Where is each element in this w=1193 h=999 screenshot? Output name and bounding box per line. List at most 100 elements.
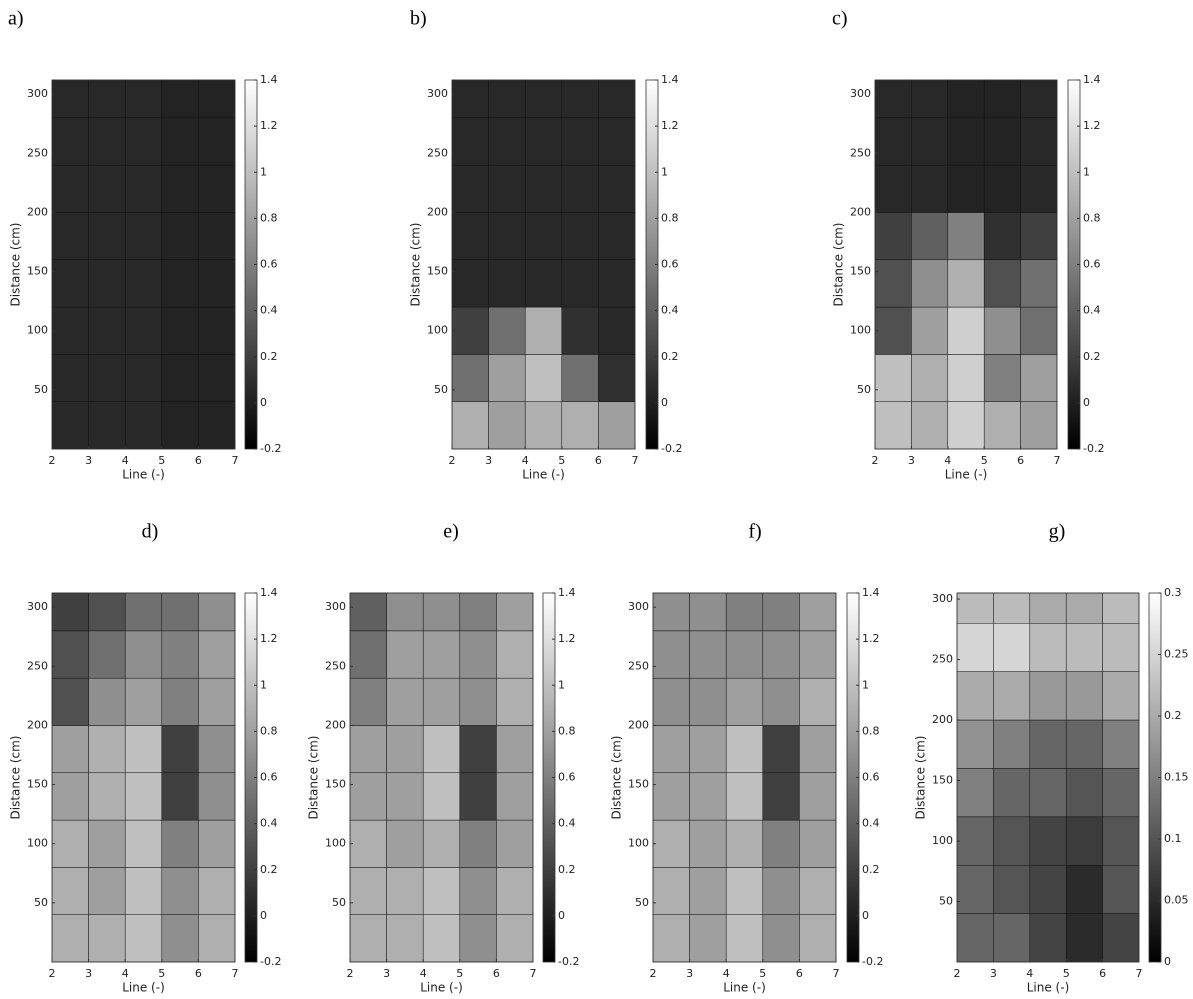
colorbar-tick-label: 0.05 xyxy=(1164,894,1189,907)
contour-cell xyxy=(488,164,526,213)
contour-cell xyxy=(1102,913,1140,963)
colorbar-tick-label: 1.2 xyxy=(260,119,278,132)
contour-cell xyxy=(799,914,837,963)
panel-label: g) xyxy=(1049,521,1066,543)
y-tick-label: 100 xyxy=(850,324,871,337)
contour-cell xyxy=(1020,79,1058,119)
y-tick-label: 250 xyxy=(932,653,953,666)
contour-cell xyxy=(956,622,994,672)
contour-cell xyxy=(88,819,126,868)
colorbar-tick-label: 0.4 xyxy=(661,304,679,317)
contour-cell xyxy=(496,819,534,868)
contour-cell xyxy=(725,630,764,679)
y-tick-label: 200 xyxy=(850,205,871,218)
contour-cell xyxy=(1020,401,1058,450)
plot-frame xyxy=(51,79,236,450)
colorbar-tick-label: 1 xyxy=(1083,165,1090,178)
x-tick-label: 2 xyxy=(650,967,657,980)
contour-cell xyxy=(652,725,690,774)
contour-cell xyxy=(51,914,89,963)
contour-cell xyxy=(51,725,89,774)
contour-cell xyxy=(161,867,199,915)
contour-cell xyxy=(652,677,690,726)
contour-cell xyxy=(161,259,199,308)
colorbar-tick-label: 1.2 xyxy=(260,632,278,645)
colorbar-tick-label: -0.2 xyxy=(862,955,883,968)
contour-cell xyxy=(451,401,489,450)
contour-cell xyxy=(762,592,800,632)
contour-cell xyxy=(488,354,526,402)
contour-cell xyxy=(1020,354,1058,402)
y-tick-label: 50 xyxy=(857,383,871,396)
contour-cell xyxy=(689,867,727,915)
contour-cell xyxy=(124,79,163,119)
plot-area xyxy=(349,592,534,963)
contour-cell xyxy=(1102,768,1140,818)
contour-cell xyxy=(198,819,236,868)
contour-cell xyxy=(422,592,461,632)
contour-cell xyxy=(161,354,199,402)
contour-cell xyxy=(349,914,387,963)
y-tick-label: 50 xyxy=(635,896,649,909)
contour-cell xyxy=(762,772,800,821)
contour-cell xyxy=(496,867,534,915)
contour-cell xyxy=(983,164,1021,213)
colorbar-tick-label: -0.2 xyxy=(260,955,281,968)
colorbar-tick-label: 1.2 xyxy=(862,632,880,645)
contour-cell xyxy=(874,117,912,166)
contour-cell xyxy=(51,259,89,308)
contour-cell xyxy=(1029,719,1067,769)
contour-cell xyxy=(561,354,599,402)
plot-area xyxy=(956,592,1140,963)
contour-cell xyxy=(51,117,89,166)
contour-cell xyxy=(459,819,497,868)
contour-cell xyxy=(983,354,1021,402)
plot-area xyxy=(51,79,236,450)
contour-cell xyxy=(689,819,727,868)
x-tick-label: 5 xyxy=(558,454,565,467)
contour-cell xyxy=(496,630,534,679)
contour-cell xyxy=(198,630,236,679)
contour-cell xyxy=(1029,864,1067,914)
y-tick-label: 100 xyxy=(932,834,953,847)
colorbar-tick-label: 0.8 xyxy=(558,724,576,737)
contour-cell xyxy=(1020,117,1058,166)
contour-cell xyxy=(725,592,764,632)
contour-cell xyxy=(1020,164,1058,213)
contour-cell xyxy=(956,816,994,866)
contour-cell xyxy=(524,354,563,402)
contour-cell xyxy=(911,401,949,450)
contour-cell xyxy=(349,772,387,821)
y-tick-label: 300 xyxy=(27,87,48,100)
x-tick-label: 4 xyxy=(723,967,730,980)
y-tick-label: 300 xyxy=(325,600,346,613)
contour-cell xyxy=(947,401,985,450)
x-tick-label: 6 xyxy=(1099,967,1106,980)
contour-cell xyxy=(911,306,949,355)
x-axis-title: Line (-) xyxy=(122,468,165,482)
contour-cell xyxy=(725,914,764,963)
colorbar-tick-label: 1.2 xyxy=(661,119,679,132)
plot-area xyxy=(451,79,636,450)
contour-cell xyxy=(1102,719,1140,769)
x-tick-label: 4 xyxy=(122,967,129,980)
contour-cell xyxy=(51,630,89,679)
contour-cell xyxy=(88,79,126,119)
contour-cell xyxy=(993,671,1031,721)
colorbar-tick-label: 0.8 xyxy=(260,211,278,224)
x-tick-label: 7 xyxy=(632,454,639,467)
contour-cell xyxy=(1029,913,1067,963)
contour-cell xyxy=(88,914,126,963)
contour-cell xyxy=(51,401,89,450)
colorbar-tick-label: 0.6 xyxy=(1083,258,1101,271)
panel-label: d) xyxy=(142,521,159,543)
contour-cell xyxy=(88,117,126,166)
colorbar-tick-label: 0.6 xyxy=(260,771,278,784)
contour-cell xyxy=(51,79,89,119)
x-tick-label: 2 xyxy=(872,454,879,467)
contour-cell xyxy=(161,677,199,726)
contour-cell xyxy=(725,819,764,868)
y-axis-title: Distance (cm) xyxy=(832,223,846,307)
contour-cell xyxy=(1029,592,1067,624)
contour-cell xyxy=(652,592,690,632)
